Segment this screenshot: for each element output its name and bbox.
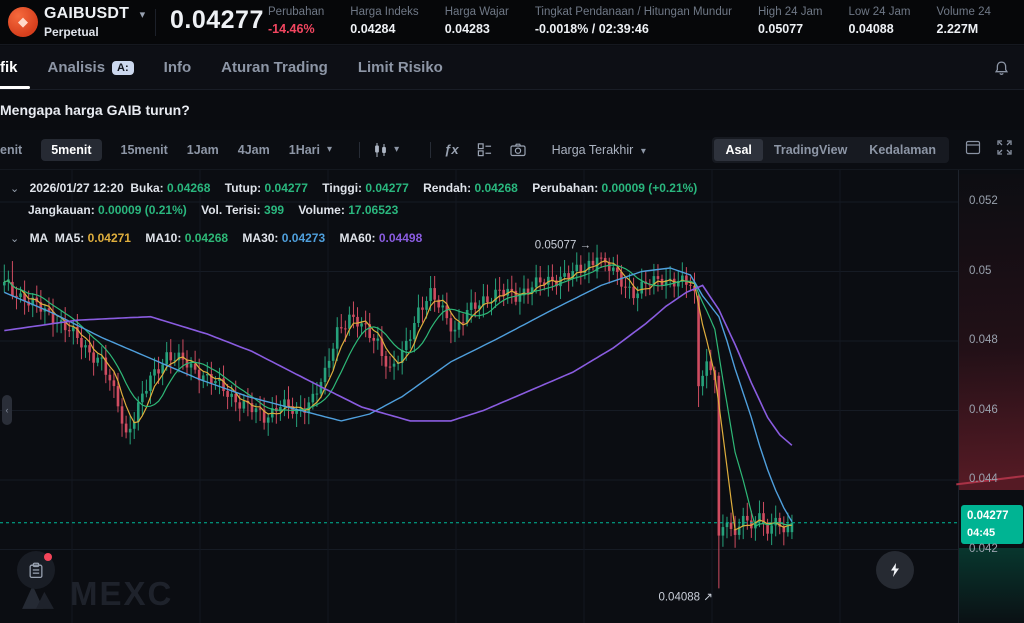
price-chart-area[interactable]: 0.05077 → 0.04088 ↗	[0, 170, 958, 623]
y-axis-label: 0.048	[969, 334, 998, 346]
stat-low-24h: Low 24 Jam 0.04088	[848, 6, 911, 36]
last-price: 0.04277	[170, 6, 264, 34]
timeframe-1jam[interactable]: 1Jam	[186, 142, 219, 157]
candlestick-chart[interactable]: 0.05077 → 0.04088 ↗	[0, 170, 958, 623]
insight-banner[interactable]: Mengapa harga GAIB turun?	[0, 90, 1024, 130]
price-source-dropdown[interactable]: Harga Terakhir ▾	[551, 142, 646, 157]
chevron-down-icon: ▾	[139, 9, 146, 21]
collapse-chevron-icon[interactable]: ⌄	[10, 233, 20, 245]
quick-order-button[interactable]	[876, 551, 914, 589]
screenshot-camera-icon[interactable]	[509, 142, 526, 157]
chart-mode-switch: Asal TradingView Kedalaman	[712, 136, 949, 163]
ma-line-ma5	[4, 260, 792, 531]
tab-analisis[interactable]: Analisis A:	[48, 59, 134, 76]
watermark-text: MEXC	[70, 575, 174, 612]
indicators-fx-icon[interactable]: ƒx	[444, 142, 459, 157]
tab-info[interactable]: Info	[163, 59, 192, 76]
badge-price: 0.04277	[967, 509, 1009, 522]
ohlc-row-1: ⌄ 2026/01/27 12:20 Buka: 0.04268 Tutup: …	[10, 181, 698, 195]
ma-legend-row: ⌄ MA MA5: 0.04271 MA10: 0.04268 MA30: 0.…	[10, 231, 423, 245]
y-axis-label: 0.052	[969, 195, 998, 207]
mode-kedalaman[interactable]: Kedalaman	[869, 142, 936, 157]
lightning-bolt-icon	[891, 563, 899, 577]
toolbar-right-icons	[965, 139, 1012, 160]
timeframe-15menit[interactable]: 15menit	[120, 142, 168, 157]
clipboard-icon	[29, 562, 43, 578]
price-marker: 0.05077 →	[535, 240, 591, 252]
chevron-down-icon: ▾	[640, 145, 646, 157]
badge-countdown: 04:45	[967, 526, 996, 539]
ticker-bar: ◆ GAIBUSDT ▾ Perpetual 0.04277 Perubahan…	[0, 0, 1024, 45]
symbol-name: GAIBUSDT	[44, 5, 130, 22]
divider	[359, 141, 361, 158]
divider	[155, 9, 156, 36]
chart-settings-icon[interactable]	[477, 142, 492, 157]
tab-aturan-trading[interactable]: Aturan Trading	[221, 59, 328, 76]
ohlc-info-overlay: ⌄ 2026/01/27 12:20 Buka: 0.04268 Tutup: …	[10, 178, 708, 250]
coin-logo-icon: ◆	[8, 7, 38, 37]
mode-tradingview[interactable]: TradingView	[773, 142, 848, 157]
banner-question: Mengapa harga GAIB turun?	[0, 102, 190, 118]
ohlc-row-2: Jangkauan: 0.00009 (0.21%) Vol. Terisi: …	[28, 203, 399, 217]
last-price-badge: 0.04277 04:45	[961, 504, 1023, 545]
timeframe-more-caret-icon[interactable]: ▾	[327, 144, 333, 155]
timeframe-1menit[interactable]: enit	[0, 142, 23, 157]
candle-style-icon[interactable]: ▾	[373, 142, 399, 158]
panel-drag-handle[interactable]: ‹	[2, 395, 12, 425]
price-marker: 0.04088 ↗	[658, 591, 712, 603]
symbol-selector[interactable]: GAIBUSDT ▾ Perpetual	[44, 5, 145, 39]
collapse-chevron-icon[interactable]: ⌄	[10, 183, 20, 195]
tab-grafik[interactable]: fik	[0, 59, 30, 89]
fullscreen-expand-icon[interactable]	[997, 139, 1012, 160]
mode-asal[interactable]: Asal	[714, 138, 763, 161]
tab-limit-risiko[interactable]: Limit Risiko	[357, 59, 443, 76]
axis-depth-red-overlay	[959, 174, 1024, 490]
timeframe-1hari[interactable]: 1Hari	[288, 142, 321, 157]
panel-layout-icon[interactable]	[965, 140, 981, 160]
chart-toolbar: enit 5menit 15menit 1Jam 4Jam 1Hari ▾ ▾ …	[0, 130, 1024, 170]
y-axis-label: 0.044	[969, 473, 998, 485]
ticker-stats: Perubahan -14.46% Harga Indeks 0.04284 H…	[268, 6, 1024, 36]
ai-badge-icon: A:	[112, 60, 134, 75]
stat-high-24h: High 24 Jam 0.05077	[757, 6, 823, 36]
stat-change: Perubahan -14.46%	[268, 6, 325, 36]
candle-style-caret-icon: ▾	[394, 144, 400, 155]
market-type-label: Perpetual	[44, 25, 99, 39]
divider	[430, 141, 432, 158]
price-axis[interactable]: 0.04277 04:45 0.052 0.05 0.048 0.046 0.044 0.…	[956, 170, 1024, 623]
y-axis-label: 0.046	[969, 403, 998, 416]
stat-fair-price: Harga Wajar 0.04283	[444, 6, 509, 36]
bar-datetime: 2026/01/27 12:20	[29, 181, 124, 195]
stat-index-price: Harga Indeks 0.04284	[350, 6, 419, 36]
mexc-watermark: MEXC	[14, 575, 173, 613]
stat-volume-24h: Volume 24 2.227M	[936, 6, 991, 36]
bell-icon[interactable]	[993, 60, 1010, 82]
y-axis-label: 0.042	[969, 542, 998, 555]
nav-tabs: fik Analisis A: Info Aturan Trading Limi…	[0, 46, 1024, 90]
notification-dot	[44, 553, 52, 561]
ma-line-ma10	[4, 264, 792, 528]
trading-notes-button[interactable]	[17, 551, 55, 589]
ma-line-ma30	[4, 267, 793, 523]
ma-line-ma60	[4, 284, 793, 446]
y-axis-label: 0.05	[969, 264, 992, 277]
mexc-logo-icon	[22, 585, 54, 609]
timeframe-4jam[interactable]: 4Jam	[237, 142, 270, 157]
axis-depth-green-overlay	[959, 548, 1024, 623]
timeframe-5menit[interactable]: 5menit	[41, 138, 102, 161]
stat-funding-countdown: Tingkat Pendanaan / Hitungan Mundur -0.0…	[534, 6, 732, 36]
